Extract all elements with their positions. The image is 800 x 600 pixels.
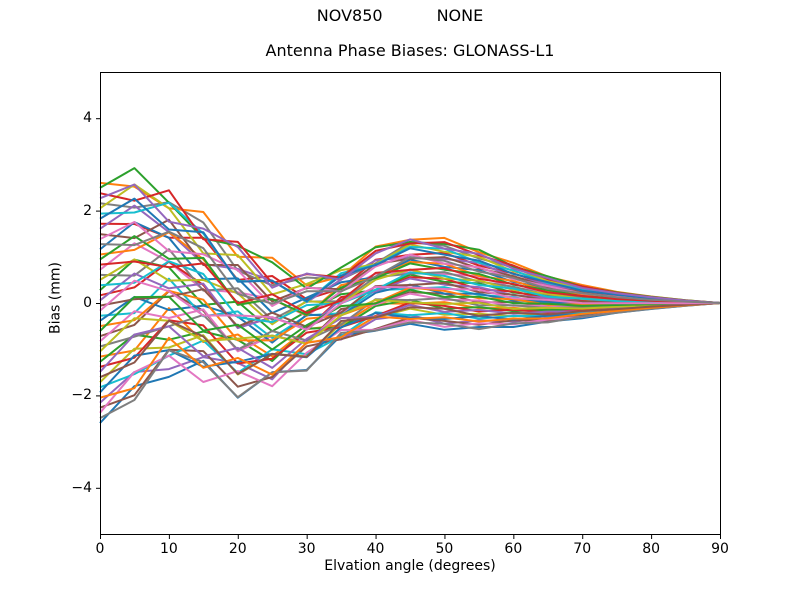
figure-suptitle: NOV850 NONE xyxy=(0,6,800,25)
y-tick-label: 2 xyxy=(83,202,92,219)
series-line xyxy=(99,288,721,351)
axes-title: Antenna Phase Biases: GLONASS-L1 xyxy=(265,41,555,60)
series-line xyxy=(99,260,721,314)
series-line xyxy=(99,298,721,353)
series-line xyxy=(99,167,721,304)
series-line xyxy=(99,260,721,324)
series-line xyxy=(99,302,721,399)
y-tick-label: 0 xyxy=(83,295,92,311)
x-tick-label: 50 xyxy=(435,541,454,557)
x-tick-label: 70 xyxy=(573,541,592,557)
y-tick-label: −4 xyxy=(71,479,92,496)
series-line xyxy=(99,279,721,331)
series-line xyxy=(99,183,721,304)
x-tick-label: 0 xyxy=(95,541,105,557)
suptitle-antenna: NONE xyxy=(436,6,484,25)
series-line xyxy=(99,197,721,304)
x-tick-label: 30 xyxy=(297,541,316,557)
x-axis-label: Elvation angle (degrees) xyxy=(324,558,496,574)
series-line xyxy=(99,302,721,419)
x-tick-label: 10 xyxy=(159,541,178,557)
series-line xyxy=(99,230,721,305)
series-line xyxy=(99,302,721,379)
x-tick-label: 60 xyxy=(504,541,523,557)
x-tick-label: 40 xyxy=(366,541,385,557)
y-tick-label: 4 xyxy=(83,110,92,127)
x-tick-label: 90 xyxy=(711,541,729,557)
suptitle-receiver: NOV850 xyxy=(316,6,383,25)
axes-spines xyxy=(100,72,721,535)
y-tick-label: −2 xyxy=(71,387,92,404)
x-tick-label: 20 xyxy=(228,541,247,557)
x-tick-label: 80 xyxy=(642,541,661,557)
